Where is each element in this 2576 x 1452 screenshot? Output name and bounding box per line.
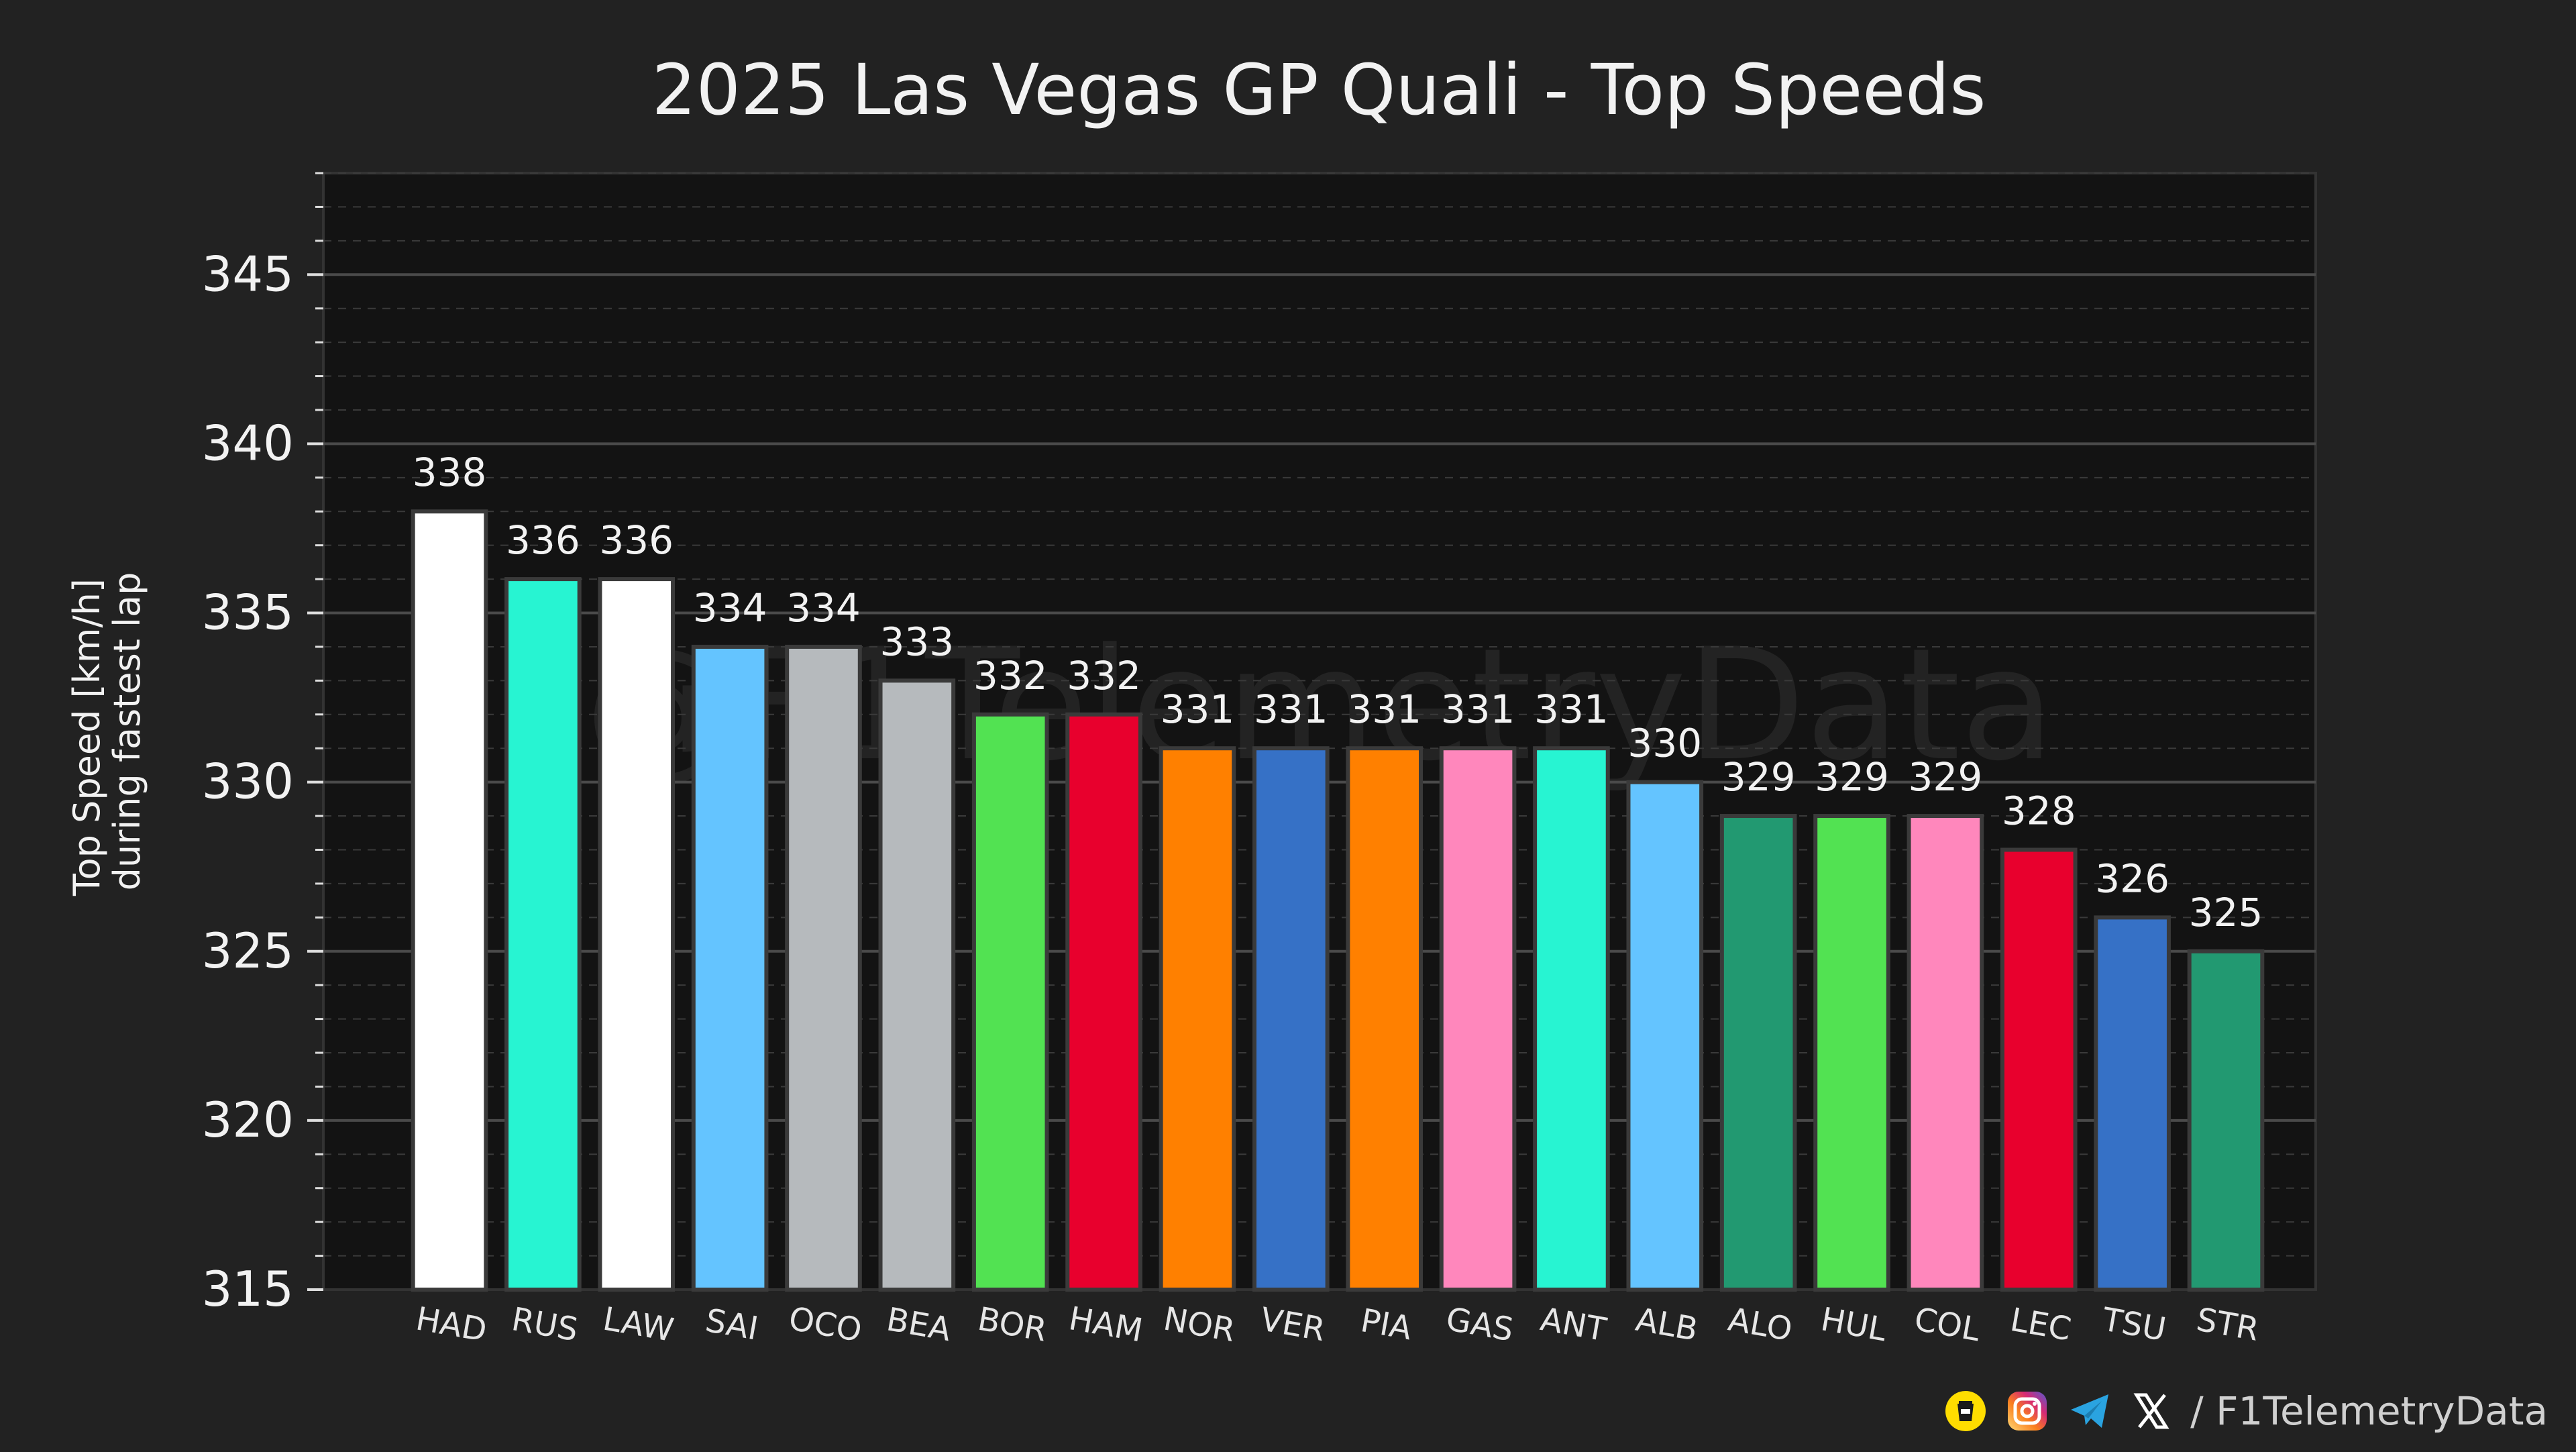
x-tick-label-ant: ANT (1538, 1300, 1609, 1349)
chart-title: 2025 Las Vegas GP Quali - Top Speeds (652, 49, 1986, 131)
x-tick-label-law: LAW (600, 1300, 677, 1349)
data-label-gas: 331 (1441, 686, 1515, 732)
data-label-rus: 336 (506, 517, 580, 563)
telegram-icon[interactable] (2068, 1390, 2112, 1432)
data-label-bor: 332 (973, 653, 1048, 698)
y-axis-label: Top Speed [km/h] during fastest lap (66, 567, 148, 896)
data-label-hul: 329 (1815, 754, 1889, 800)
bar-pia (1346, 746, 1423, 1292)
data-label-lec: 328 (2002, 788, 2076, 833)
y-axis-label-line-2: during fastest lap (106, 572, 148, 891)
bar-alb (1626, 780, 1704, 1292)
bar-nor (1159, 746, 1236, 1292)
data-label-ant: 331 (1534, 686, 1609, 732)
y-minor-ticks (307, 172, 323, 1291)
x-tick-label-bor: BOR (975, 1300, 1049, 1349)
data-label-pia: 331 (1347, 686, 1421, 732)
y-tick-label: 335 (202, 584, 294, 641)
data-label-alb: 330 (1627, 721, 1702, 766)
x-tick-label-rus: RUS (509, 1300, 581, 1349)
bar-ver (1252, 746, 1330, 1292)
data-label-bea: 333 (879, 619, 954, 664)
bar-alo (1719, 814, 1797, 1292)
y-tick-label: 345 (202, 246, 294, 302)
x-icon[interactable] (2133, 1392, 2170, 1430)
data-label-nor: 331 (1161, 686, 1235, 732)
y-tick-label: 315 (202, 1261, 294, 1317)
x-tick-label-ver: VER (1258, 1300, 1328, 1349)
x-tick-label-alo: ALO (1725, 1300, 1795, 1349)
instagram-icon[interactable] (2006, 1390, 2048, 1432)
x-tick-label-bea: BEA (883, 1300, 954, 1349)
data-label-oco: 334 (786, 585, 861, 631)
y-tick-label: 340 (202, 415, 294, 471)
data-label-ver: 331 (1254, 686, 1328, 732)
bar-data-labels: 338 336 336 334 334 333 332 332 331 331 331 331 331 3… (413, 450, 2263, 935)
x-tick-label-tsu: TSU (2099, 1300, 2169, 1349)
x-tick-label-oco: OCO (786, 1300, 865, 1349)
bar-ant (1533, 746, 1610, 1292)
data-label-law: 336 (599, 517, 674, 563)
bar-hul (1813, 814, 1890, 1292)
bar-col (1907, 814, 1984, 1292)
footer: / F1TelemetryData (1945, 1388, 2548, 1435)
bar-bea (878, 678, 956, 1292)
bar-had (411, 509, 488, 1292)
bar-ham (1065, 712, 1142, 1292)
bar-rus (504, 577, 582, 1292)
y-tick-label: 320 (202, 1092, 294, 1148)
data-label-alo: 329 (1721, 754, 1796, 800)
bar-lec (2000, 847, 2078, 1292)
x-tick-label-nor: NOR (1161, 1300, 1238, 1349)
y-tick-label: 330 (202, 754, 294, 810)
x-tick-label-pia: PIA (1358, 1302, 1415, 1347)
data-label-str: 325 (2189, 890, 2263, 935)
bars (411, 509, 2265, 1292)
x-tick-label-col: COL (1912, 1300, 1984, 1349)
bar-oco (785, 644, 862, 1292)
data-label-tsu: 326 (2095, 855, 2169, 901)
bar-gas (1439, 746, 1517, 1292)
bar-str (2187, 949, 2265, 1292)
x-tick-label-lec: LEC (2008, 1301, 2074, 1349)
x-tick-label-hul: HUL (1818, 1300, 1889, 1349)
x-tick-label-had: HAD (413, 1300, 490, 1349)
footer-handle[interactable]: / F1TelemetryData (2190, 1388, 2548, 1434)
data-label-had: 338 (413, 450, 487, 495)
x-tick-label-ham: HAM (1066, 1300, 1145, 1349)
x-tick-label-gas: GAS (1443, 1300, 1516, 1349)
buymeacoffee-icon[interactable] (1945, 1390, 1986, 1432)
bar-law (598, 577, 676, 1292)
bar-bor (971, 712, 1049, 1292)
y-axis-label-line-1: Top Speed [km/h] (66, 578, 108, 896)
x-tick-label-str: STR (2194, 1301, 2261, 1349)
x-tick-labels: HAD RUS LAW SAI OCO BEA BOR HAM NOR VER PIA GAS ANT A… (413, 1300, 2262, 1349)
bar-tsu (2094, 915, 2171, 1292)
data-label-ham: 332 (1067, 653, 1141, 698)
y-tick-label: 325 (202, 923, 294, 979)
bar-sai (691, 644, 769, 1292)
data-label-col: 329 (1909, 754, 1983, 800)
data-label-sai: 334 (693, 585, 767, 631)
x-tick-label-sai: SAI (702, 1302, 761, 1348)
y-tick-labels: 315 320 325 330 335 340 345 (202, 246, 294, 1317)
x-tick-label-alb: ALB (1633, 1301, 1701, 1349)
